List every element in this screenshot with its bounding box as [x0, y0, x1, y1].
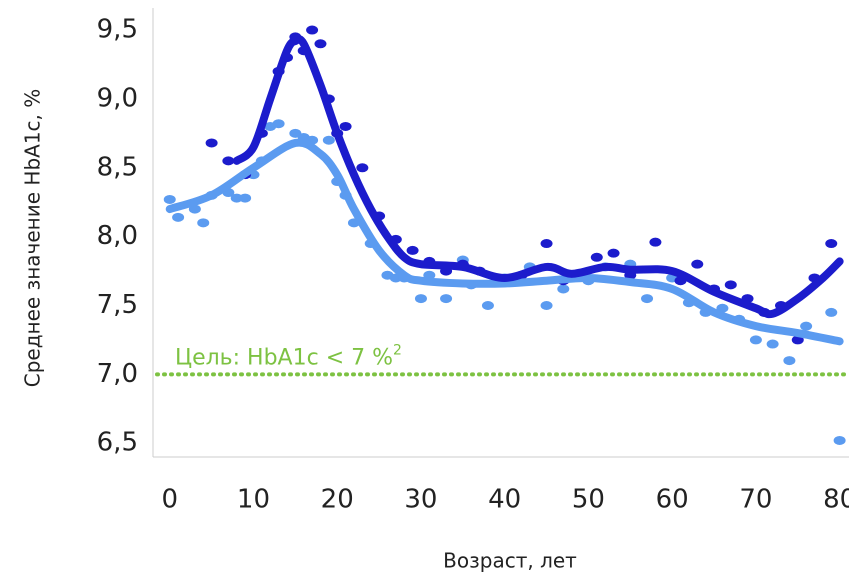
x-axis-label: Возраст, лет [443, 549, 577, 573]
point [649, 237, 662, 247]
point [406, 245, 419, 255]
point [314, 39, 327, 49]
point [356, 163, 369, 173]
point [322, 135, 335, 145]
point [791, 335, 804, 345]
x-tick-label: 40 [488, 485, 521, 515]
x-tick-label: 0 [161, 485, 178, 515]
y-tick-label: 8,5 [97, 152, 138, 182]
point [197, 218, 210, 228]
point [540, 239, 553, 249]
point [414, 294, 427, 304]
point [230, 193, 243, 203]
x-tick-label: 10 [237, 485, 270, 515]
point [557, 284, 570, 294]
y-tick-label: 9,5 [97, 15, 138, 45]
point [825, 307, 838, 317]
y-tick-label: 9,0 [97, 83, 138, 113]
x-tick-label: 50 [572, 485, 605, 515]
y-tick-label: 7,0 [97, 359, 138, 389]
point [306, 25, 319, 35]
point [800, 321, 813, 331]
x-tick-label: 20 [321, 485, 354, 515]
point [339, 121, 352, 131]
target-label: Цель: HbA1c < 7 %2 [175, 342, 402, 370]
trend-line [165, 138, 844, 346]
point [481, 300, 494, 310]
point [540, 300, 553, 310]
point [783, 356, 796, 366]
x-tick-label: 30 [404, 485, 437, 515]
point [172, 212, 185, 222]
point [239, 193, 252, 203]
y-tick-label: 8,0 [97, 221, 138, 251]
point [641, 294, 654, 304]
point [607, 248, 620, 258]
x-tick-label: 70 [739, 485, 772, 515]
x-tick-label: 80 [823, 485, 849, 515]
point [222, 156, 235, 166]
target-label-sup: 2 [393, 342, 402, 358]
trend-line [232, 35, 844, 319]
point [724, 280, 737, 290]
x-tick-label: 60 [656, 485, 689, 515]
point [440, 294, 453, 304]
y-axis-label: Среднее значение HbA1c, % [21, 89, 45, 388]
y-tick-label: 7,5 [97, 290, 138, 320]
point [749, 335, 762, 345]
point [766, 339, 779, 349]
point [590, 252, 603, 262]
point [833, 435, 846, 445]
point [272, 119, 285, 129]
point [163, 194, 176, 204]
y-tick-label: 6,5 [97, 428, 138, 458]
point [825, 239, 838, 249]
point [691, 259, 704, 269]
point [205, 138, 218, 148]
target-label-text: Цель: HbA1c < 7 % [175, 345, 393, 370]
